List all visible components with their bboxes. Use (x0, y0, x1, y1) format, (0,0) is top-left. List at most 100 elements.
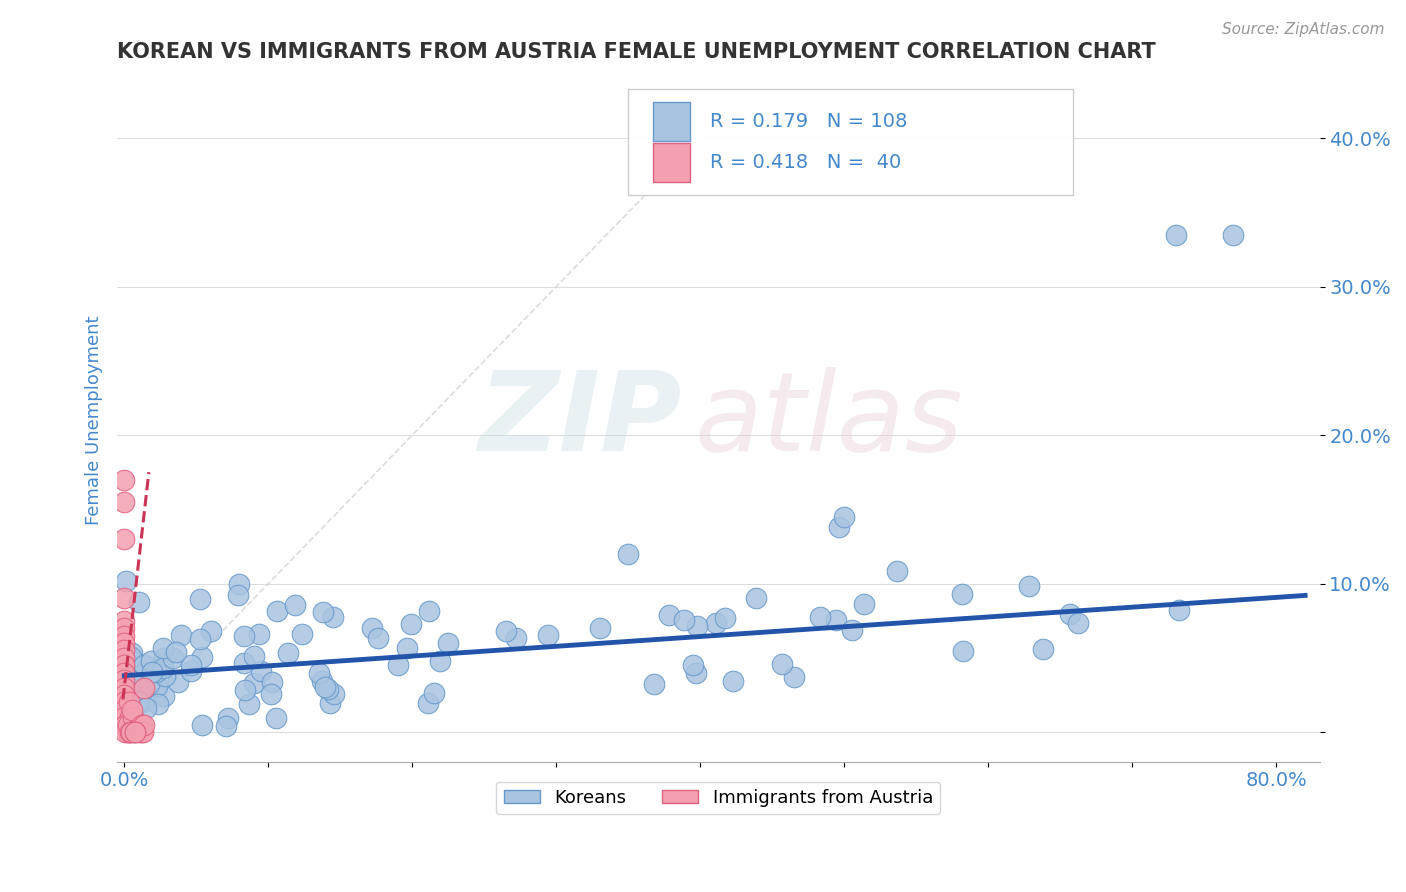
Point (672, 614, 695, 628)
Point (1032, 641, 1054, 656)
Point (145, 665, 167, 679)
Point (190, 718, 212, 732)
Point (129, 717, 152, 731)
Point (165, 645, 187, 659)
Point (122, 725, 145, 739)
Point (117, 695, 139, 709)
Point (264, 711, 287, 725)
Point (124, 656, 146, 670)
Point (145, 679, 167, 693)
Point (115, 662, 138, 676)
Point (1067, 616, 1090, 631)
Point (112, 695, 135, 709)
Point (311, 674, 333, 689)
Point (260, 687, 283, 701)
FancyBboxPatch shape (654, 102, 689, 141)
Point (114, 725, 136, 739)
Point (226, 588, 249, 602)
Point (121, 685, 143, 699)
Point (121, 703, 143, 717)
Point (686, 619, 709, 633)
Point (112, 636, 135, 650)
Point (188, 591, 211, 606)
Point (112, 703, 135, 717)
Point (128, 717, 150, 731)
Point (834, 509, 856, 524)
Point (361, 621, 384, 635)
Point (134, 694, 156, 708)
Point (155, 669, 177, 683)
Point (118, 710, 141, 724)
Point (723, 673, 745, 688)
Point (112, 473, 135, 487)
Point (153, 690, 176, 704)
Point (139, 655, 162, 669)
Point (188, 632, 211, 646)
Point (170, 628, 193, 642)
Text: ZIP: ZIP (479, 367, 682, 474)
Y-axis label: Female Unemployment: Female Unemployment (86, 316, 103, 524)
Point (112, 614, 135, 628)
Point (112, 673, 135, 687)
Point (950, 587, 973, 601)
Point (505, 631, 527, 645)
Point (114, 680, 136, 694)
Point (228, 577, 250, 591)
Point (262, 675, 284, 690)
Point (232, 656, 254, 670)
Point (121, 646, 143, 660)
Point (112, 591, 135, 606)
Point (132, 717, 155, 731)
Point (125, 717, 148, 731)
Point (131, 717, 153, 731)
Point (114, 717, 136, 731)
Point (841, 624, 863, 638)
Point (1222, 227, 1244, 242)
Point (808, 610, 831, 624)
Point (200, 624, 222, 639)
Point (153, 651, 176, 665)
Point (152, 641, 174, 656)
Point (112, 628, 135, 642)
Point (685, 666, 707, 681)
Point (1018, 579, 1040, 593)
Point (135, 701, 157, 715)
Point (138, 677, 160, 691)
Point (120, 725, 142, 739)
Point (1167, 603, 1189, 617)
Point (319, 696, 342, 710)
Point (112, 710, 135, 724)
Text: Source: ZipAtlas.com: Source: ZipAtlas.com (1222, 22, 1385, 37)
Point (291, 627, 314, 641)
Point (134, 681, 156, 695)
Point (132, 725, 155, 739)
Point (429, 655, 451, 669)
Point (120, 725, 142, 739)
Point (128, 725, 150, 739)
Point (128, 694, 150, 708)
Point (148, 698, 170, 712)
Point (242, 649, 264, 664)
Point (744, 591, 766, 605)
Point (117, 725, 139, 739)
Point (617, 547, 640, 561)
Point (180, 657, 202, 672)
Point (277, 646, 299, 660)
Point (247, 627, 270, 641)
Point (233, 629, 256, 643)
Point (112, 621, 135, 635)
Point (704, 616, 727, 631)
Point (783, 670, 806, 684)
Point (112, 650, 135, 665)
Point (112, 681, 135, 695)
Point (658, 607, 681, 622)
Text: R = 0.418   N =  40: R = 0.418 N = 40 (710, 153, 901, 172)
Text: atlas: atlas (695, 367, 963, 474)
Point (238, 698, 260, 712)
Point (112, 495, 135, 509)
Point (112, 643, 135, 657)
Point (162, 651, 184, 665)
Point (124, 725, 146, 739)
Point (250, 665, 273, 679)
Point (243, 676, 266, 690)
